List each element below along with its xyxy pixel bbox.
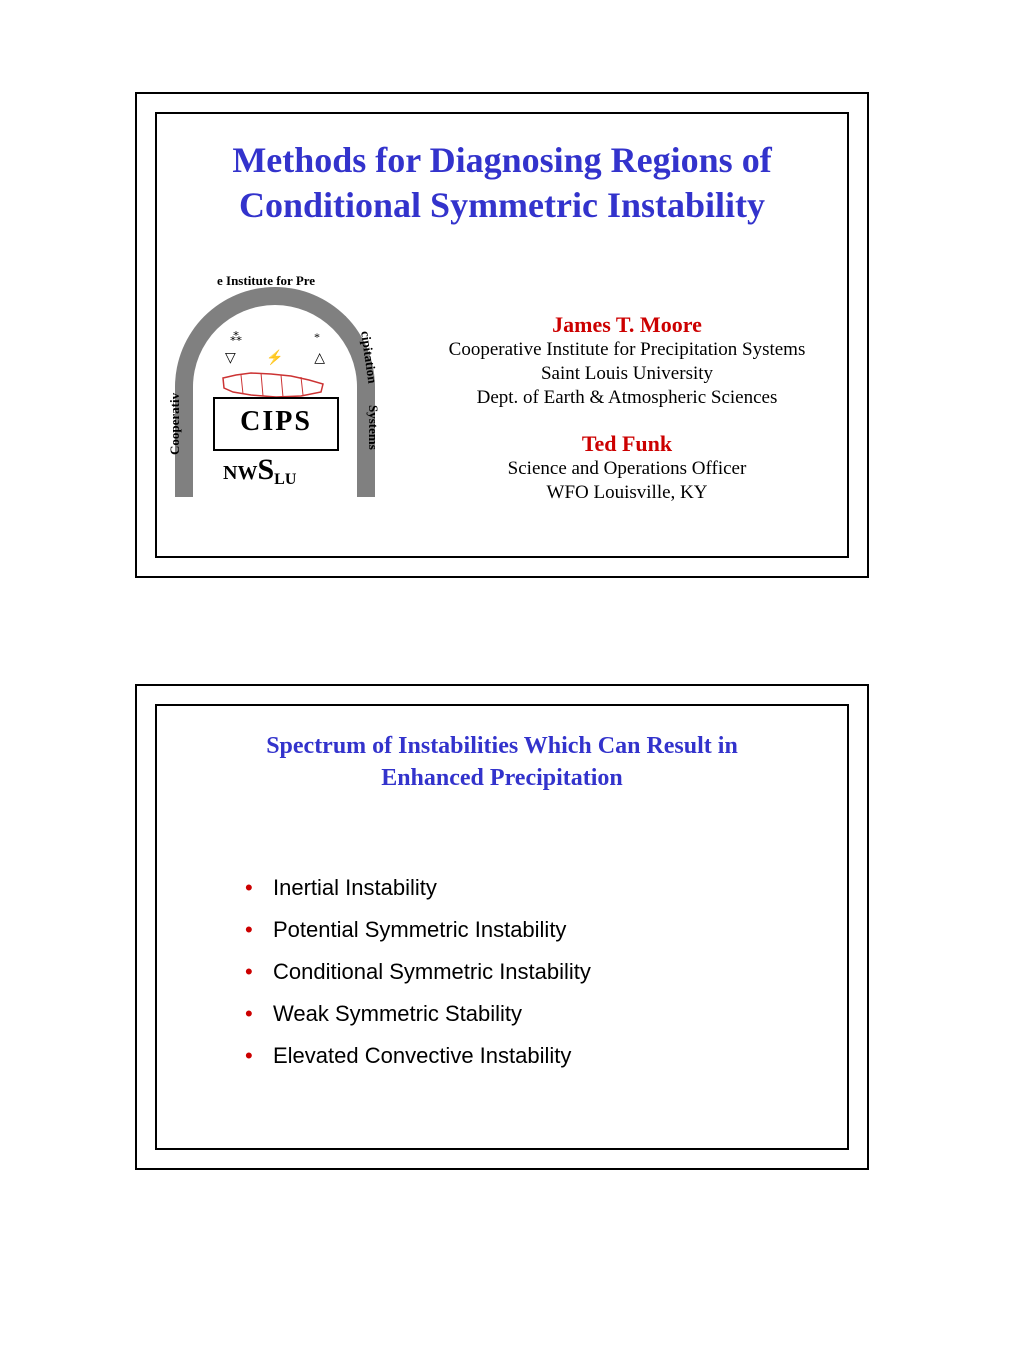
- author-1-affil-2: Saint Louis University: [422, 362, 832, 386]
- bullet-text: Potential Symmetric Instability: [273, 917, 566, 942]
- slide-2-title: Spectrum of Instabilities Which Can Resu…: [157, 706, 847, 795]
- snow-icon: △: [314, 350, 325, 367]
- sleet-icon: ▽: [225, 350, 236, 367]
- title-line-1: Methods for Diagnosing Regions of: [232, 140, 771, 180]
- author-1-affil-1: Cooperative Institute for Precipitation …: [422, 338, 832, 362]
- s2-title-line-2: Enhanced Precipitation: [381, 765, 623, 791]
- lu-text: LU: [274, 471, 296, 488]
- author-2-name: Ted Funk: [422, 431, 832, 457]
- arc-text-left: Cooperativ: [167, 393, 183, 455]
- nws-text: NW: [223, 462, 257, 484]
- bullet-text: Weak Symmetric Stability: [273, 1001, 522, 1026]
- thunder-icon: ⚡: [266, 350, 283, 367]
- bullet-list: Inertial Instability Potential Symmetric…: [245, 875, 805, 1085]
- title-line-2: Conditional Symmetric Instability: [239, 185, 765, 225]
- rain-icon: ⁂: [230, 330, 242, 345]
- cips-label: CIPS: [213, 397, 339, 451]
- slide-1-title: Methods for Diagnosing Regions of Condit…: [157, 114, 847, 228]
- author-2-affil-1: Science and Operations Officer: [422, 457, 832, 481]
- weather-icons-row-2: ▽ ⚡ △: [225, 350, 325, 367]
- list-item: Weak Symmetric Stability: [245, 1001, 805, 1027]
- s-text: S: [257, 453, 274, 486]
- list-item: Elevated Convective Instability: [245, 1043, 805, 1069]
- cips-logo: Cooperativ e Institute for Pre cipitatio…: [175, 275, 395, 510]
- author-1-affil-3: Dept. of Earth & Atmospheric Sciences: [422, 386, 832, 410]
- list-item: Inertial Instability: [245, 875, 805, 901]
- author-2-affil-2: WFO Louisville, KY: [422, 481, 832, 505]
- list-item: Potential Symmetric Instability: [245, 917, 805, 943]
- spacer: [422, 409, 832, 431]
- page: Methods for Diagnosing Regions of Condit…: [0, 0, 1020, 1360]
- arc-text-top: e Institute for Pre: [217, 273, 315, 289]
- author-1-name: James T. Moore: [422, 312, 832, 338]
- region-map-icon: [221, 370, 329, 400]
- authors-block: James T. Moore Cooperative Institute for…: [422, 312, 832, 505]
- bullet-text: Elevated Convective Instability: [273, 1043, 571, 1068]
- nws-slu-label: NWSLU: [223, 453, 296, 489]
- bullet-text: Conditional Symmetric Instability: [273, 959, 591, 984]
- bullet-text: Inertial Instability: [273, 875, 437, 900]
- arc-text-side: Systems: [365, 405, 381, 450]
- hail-icon: *: [314, 330, 320, 345]
- list-item: Conditional Symmetric Instability: [245, 959, 805, 985]
- weather-icons-row-1: ⁂ *: [230, 330, 320, 345]
- s2-title-line-1: Spectrum of Instabilities Which Can Resu…: [266, 733, 738, 759]
